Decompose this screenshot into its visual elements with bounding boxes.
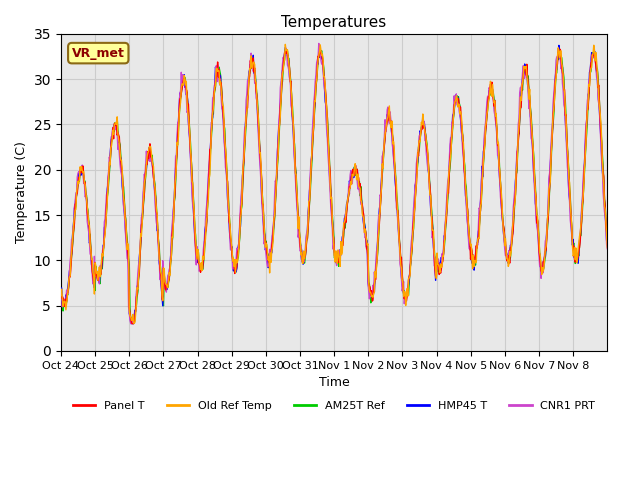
Text: VR_met: VR_met: [72, 47, 125, 60]
Legend: Panel T, Old Ref Temp, AM25T Ref, HMP45 T, CNR1 PRT: Panel T, Old Ref Temp, AM25T Ref, HMP45 …: [68, 396, 600, 415]
Title: Temperatures: Temperatures: [282, 15, 387, 30]
Y-axis label: Temperature (C): Temperature (C): [15, 142, 28, 243]
X-axis label: Time: Time: [319, 376, 349, 389]
